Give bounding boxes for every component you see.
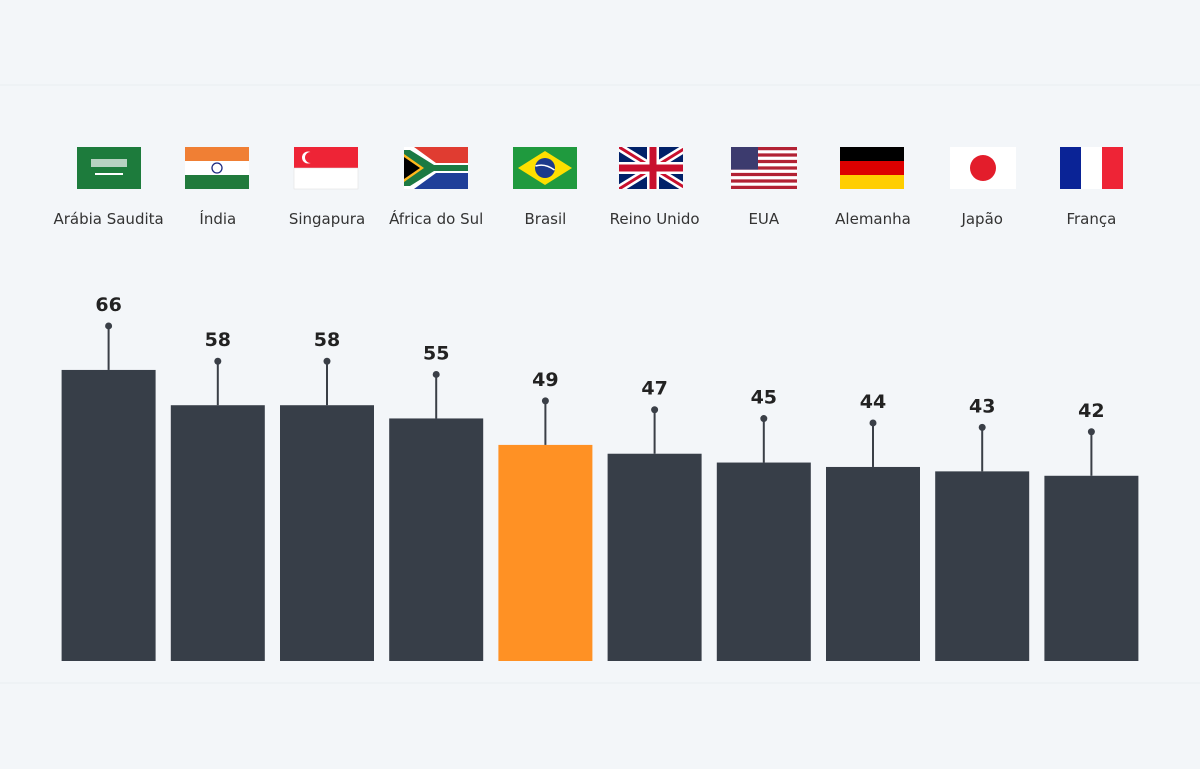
stem-dot	[869, 419, 877, 427]
category-label: Singapura	[289, 210, 365, 228]
stem-dot	[651, 406, 659, 414]
bar	[389, 418, 484, 661]
flag	[840, 147, 904, 189]
category-label: Alemanha	[835, 210, 911, 228]
category-label: Brasil	[524, 210, 566, 228]
value-label: 44	[860, 391, 886, 413]
flag	[619, 147, 683, 189]
stem-dot	[214, 357, 222, 365]
category-label: EUA	[748, 210, 779, 228]
bar	[1044, 475, 1139, 661]
category-label: França	[1066, 210, 1116, 228]
flag	[185, 147, 249, 189]
bar	[935, 471, 1030, 661]
value-label: 45	[751, 387, 777, 409]
stem-dot	[760, 415, 768, 423]
value-label: 49	[532, 369, 558, 391]
bar	[280, 405, 374, 661]
bar	[716, 462, 811, 661]
stem-dot	[1087, 428, 1095, 436]
value-label: 58	[314, 329, 340, 351]
category-label: Índia	[199, 209, 236, 228]
flag	[77, 147, 141, 189]
category-label: Japão	[960, 210, 1003, 228]
stem-dot	[105, 322, 113, 330]
bar	[826, 466, 920, 661]
stem-dot	[432, 370, 440, 378]
bar	[498, 444, 593, 661]
category-label: África do Sul	[389, 209, 483, 228]
value-label: 66	[95, 294, 121, 316]
flag	[513, 147, 577, 189]
value-label: 43	[969, 395, 995, 417]
value-label: 47	[641, 378, 667, 400]
category-label: Arábia Saudita	[53, 210, 163, 228]
stem-dot	[541, 397, 549, 405]
value-label: 42	[1078, 400, 1104, 422]
value-label: 58	[205, 329, 231, 351]
flag	[293, 147, 359, 190]
bar	[607, 453, 702, 661]
stem-dot	[978, 423, 986, 431]
bar	[61, 369, 156, 661]
flag	[731, 147, 797, 189]
stem-dot	[323, 357, 331, 365]
flag	[404, 147, 468, 189]
flag	[950, 147, 1016, 189]
flag	[1060, 147, 1123, 189]
bar	[170, 405, 265, 661]
value-label: 55	[423, 342, 449, 364]
category-label: Reino Unido	[610, 210, 700, 228]
